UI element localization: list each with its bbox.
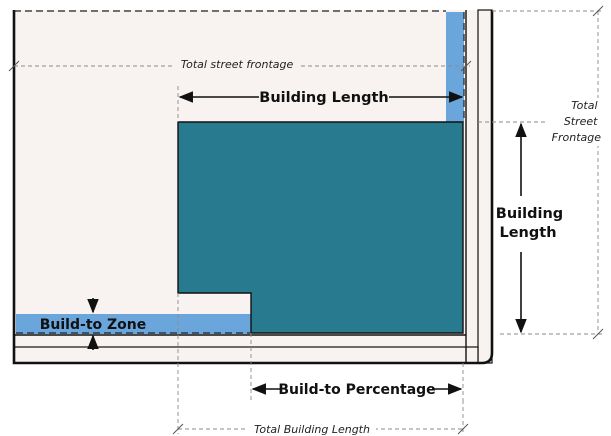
tick [592,5,604,17]
build-to-zone-right [446,12,464,122]
sidewalk-right [477,9,493,364]
lot-outline [12,10,494,365]
tick [592,328,604,340]
build-to-zone-bottom [16,314,252,334]
build-to-percentage-label: Build-to Percentage [278,382,435,398]
tick [460,60,472,72]
total-street-frontage-top-label: Total street frontage [181,58,294,71]
tick [8,60,20,72]
total-building-length-label: Total Building Length [254,423,370,436]
tick [457,423,469,435]
building-length-top-label: Building Length [259,90,388,106]
tick [172,423,184,435]
build-to-zone-label: Build-to Zone [40,317,146,333]
building-length-right-label: Building Length [496,206,568,241]
sidewalk-bottom [13,346,479,364]
total-street-frontage-right-label: Total Street Frontage [552,99,602,144]
